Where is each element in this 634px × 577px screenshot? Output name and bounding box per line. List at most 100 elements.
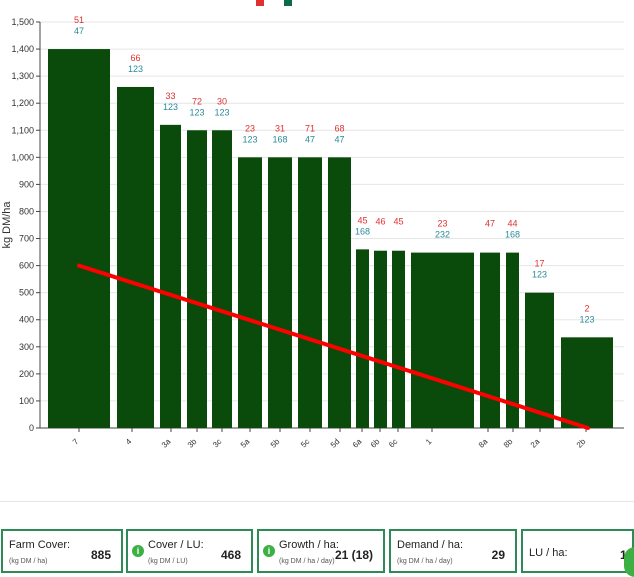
data-label-teal: 47 (74, 26, 84, 36)
data-label-red: 66 (130, 53, 140, 63)
info-icon[interactable]: i (263, 545, 275, 557)
x-tick-label: 6a (351, 437, 364, 450)
bar (117, 86, 154, 429)
data-label-teal: 168 (355, 226, 370, 236)
data-label-red: 51 (74, 15, 84, 25)
x-tick-label: 5a (239, 437, 252, 450)
cover-lu-label: Cover / LU: (148, 539, 204, 551)
data-label-teal: 123 (242, 134, 257, 144)
y-tick-label: 300 (19, 342, 34, 352)
bar (48, 49, 110, 429)
bar (356, 249, 369, 428)
y-tick-label: 1,200 (11, 98, 34, 108)
bar (374, 250, 387, 428)
bar (298, 157, 322, 429)
demand-label: Demand / ha: (397, 539, 464, 551)
y-tick-label: 1,500 (11, 17, 34, 27)
data-label-red: 23 (437, 219, 447, 229)
data-label-red: 45 (357, 215, 367, 225)
bar (411, 252, 474, 428)
stats-bar: Farm Cover: (kg DM / ha) 885 i Cover / L… (0, 529, 634, 577)
x-tick-label: 4 (124, 437, 134, 447)
bar (328, 157, 351, 429)
farm-cover-unit: (kg DM / ha) (9, 558, 48, 565)
bar (561, 337, 613, 428)
y-tick-label: 1,400 (11, 44, 34, 54)
growth-card: i Growth / ha: (kg DM / ha / day) 21 (18… (257, 529, 385, 573)
bar (238, 157, 262, 429)
x-tick-label: 8a (477, 437, 490, 450)
cover-lu-card: i Cover / LU: (kg DM / LU) 468 (126, 529, 253, 573)
y-tick-label: 0 (29, 423, 34, 433)
growth-unit: (kg DM / ha / day) (279, 558, 335, 565)
data-label-teal: 123 (214, 107, 229, 117)
x-tick-label: 8b (502, 437, 515, 450)
data-label-teal: 123 (189, 107, 204, 117)
y-tick-label: 1,300 (11, 71, 34, 81)
y-tick-label: 100 (19, 396, 34, 406)
x-tick-label: 3c (211, 437, 223, 449)
y-axis-label: kg DM/ha (1, 201, 13, 249)
data-label-teal: 168 (505, 230, 520, 240)
demand-value: 29 (491, 548, 505, 562)
y-tick-label: 800 (19, 206, 34, 216)
x-tick-label: 3b (186, 437, 199, 450)
legend-swatch-green (284, 0, 292, 6)
data-label-teal: 123 (128, 64, 143, 74)
x-tick-label: 6b (369, 437, 382, 450)
trend-line (77, 263, 590, 430)
data-label-red: 44 (507, 219, 517, 229)
bar (187, 130, 207, 428)
data-label-red: 45 (393, 217, 403, 227)
bar (392, 250, 405, 428)
data-label-red: 46 (375, 217, 385, 227)
data-label-teal: 168 (272, 134, 287, 144)
x-tick-label: 3a (160, 437, 173, 450)
bar (268, 157, 292, 429)
data-label-teal: 232 (435, 230, 450, 240)
farm-cover-value: 885 (90, 548, 111, 562)
growth-value: 21 (18) (334, 548, 373, 562)
cover-chart: 0 100 200 300 400 500 600 700 800 900 1,000 1,100 1,… (1, 15, 624, 450)
data-label-red: 30 (217, 96, 227, 106)
bar (480, 252, 500, 428)
bar (506, 252, 519, 428)
x-tick-label: 2b (575, 437, 588, 450)
x-tick-label: 6c (387, 437, 399, 449)
x-tick-label: 5d (329, 437, 342, 450)
data-label-red: 17 (534, 259, 544, 269)
data-label-red: 23 (245, 123, 255, 133)
y-tick-label: 1,000 (11, 152, 34, 162)
x-tick-label: 2a (529, 437, 542, 450)
data-label-red: 72 (192, 96, 202, 106)
x-tick-label: 7 (71, 437, 81, 447)
demand-card: Demand / ha: (kg DM / ha / day) 29 (389, 529, 517, 573)
data-label-red: 68 (334, 123, 344, 133)
data-label-red: 31 (275, 123, 285, 133)
data-label-teal: 123 (163, 102, 178, 112)
help-bubble-icon[interactable] (624, 547, 634, 577)
lu-ha-card: LU / ha: 1. (521, 529, 634, 573)
growth-label: Growth / ha: (279, 539, 339, 551)
farm-cover-card: Farm Cover: (kg DM / ha) 885 (1, 529, 123, 573)
data-label-teal: 123 (532, 270, 547, 280)
legend-swatch-red (256, 0, 264, 6)
y-tick-label: 500 (19, 288, 34, 298)
y-tick-label: 400 (19, 315, 34, 325)
data-label-red: 71 (305, 123, 315, 133)
y-tick-label: 1,100 (11, 125, 34, 135)
bar (525, 292, 554, 428)
bar (160, 124, 181, 428)
x-tick-label: 5b (269, 437, 282, 450)
x-tick-label: 1 (424, 437, 434, 447)
y-tick-label: 600 (19, 261, 34, 271)
y-tick-label: 700 (19, 234, 34, 244)
data-label-teal: 47 (334, 134, 344, 144)
y-tick-label: 200 (19, 369, 34, 379)
data-label-red: 33 (165, 91, 175, 101)
cover-lu-value: 468 (220, 548, 241, 562)
farm-cover-label: Farm Cover: (9, 539, 71, 551)
x-tick-label: 5c (299, 437, 311, 449)
info-icon[interactable]: i (132, 545, 144, 557)
data-label-red: 47 (485, 219, 495, 229)
